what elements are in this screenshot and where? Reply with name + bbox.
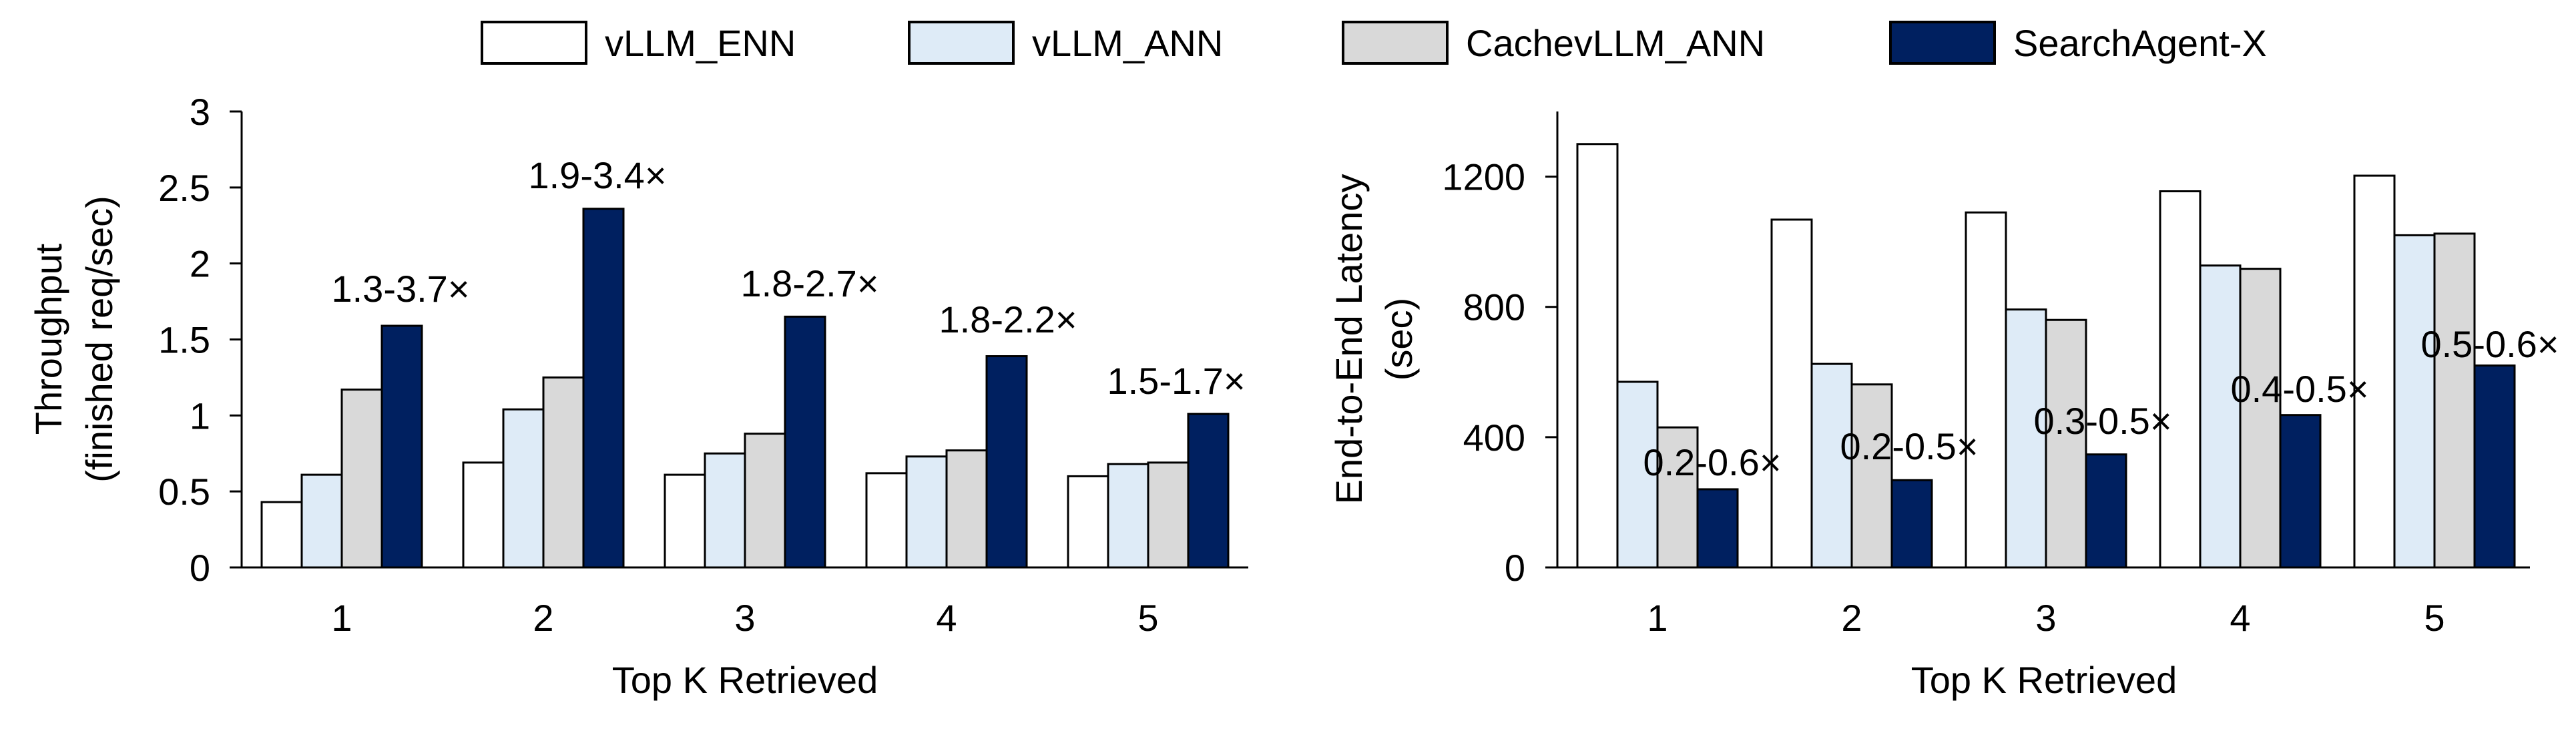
bar-cachevllm-ann-k4 (945, 449, 988, 569)
bar-vllm-enn-k1 (1576, 143, 1619, 569)
legend-swatch-cachevllm-ann (1342, 21, 1449, 65)
y-axis-label: End-to-End Latency (1328, 174, 1370, 505)
x-tick-label: 5 (1137, 597, 1158, 639)
bar-searchagent-x-k5 (2473, 364, 2516, 569)
y-tick-label: 800 (1463, 286, 1525, 328)
speedup-annotation: 0.3-0.5× (2033, 400, 2171, 442)
bar-vllm-ann-k4 (2199, 264, 2242, 569)
x-tick-label: 1 (331, 597, 352, 639)
legend-item-searchagent-x: SearchAgent-X (1889, 19, 2267, 67)
speedup-annotation: 0.2-0.5× (1840, 425, 1978, 467)
latency-chart: 0 400 800 1200 1 2 3 4 5 Top K Retrieved End-to-En… (1328, 111, 2559, 701)
y-tick-label: 3 (190, 91, 210, 133)
x-tick-label: 2 (533, 597, 553, 639)
y-tick-label: 1 (190, 395, 210, 437)
x-tick-label: 2 (1841, 597, 1862, 639)
bar-searchagent-x-k2 (582, 208, 625, 569)
bar-vllm-ann-k1 (300, 473, 343, 569)
speedup-annotation: 1.8-2.2× (939, 298, 1077, 340)
legend-swatch-searchagent-x (1889, 21, 1996, 65)
bar-vllm-enn-k2 (1770, 218, 1813, 569)
bar-vllm-ann-k5 (2393, 234, 2436, 569)
legend-item-vllm-ann: vLLM_ANN (908, 19, 1223, 67)
bar-cachevllm-ann-k2 (542, 376, 585, 569)
bar-searchagent-x-k5 (1187, 413, 1230, 569)
bar-searchagent-x-k3 (784, 315, 826, 569)
x-tick-label: 5 (2424, 597, 2444, 639)
bar-searchagent-x-k4 (2279, 414, 2322, 569)
bar-searchagent-x-k1 (1696, 488, 1739, 569)
y-tick-label: 1.5 (158, 319, 210, 361)
speedup-annotation: 1.9-3.4× (528, 154, 666, 196)
bar-vllm-enn-k3 (664, 473, 706, 569)
bar-searchagent-x-k1 (380, 324, 423, 569)
bar-vllm-ann-k3 (704, 452, 746, 569)
x-tick-label: 3 (2035, 597, 2056, 639)
speedup-annotation: 0.2-0.6× (1643, 441, 1781, 483)
bar-searchagent-x-k4 (985, 355, 1028, 569)
bar-vllm-enn-k2 (462, 461, 505, 569)
y-tick-label: 1200 (1442, 156, 1525, 198)
bar-vllm-enn-k3 (1965, 211, 2007, 569)
speedup-annotation: 1.3-3.7× (331, 268, 469, 310)
x-axis-label: Top K Retrieved (612, 659, 878, 701)
x-tick-label: 1 (1647, 597, 1667, 639)
legend: vLLM_ENN vLLM_ANN CachevLLM_ANN SearchAg… (0, 0, 2576, 87)
legend-label-vllm-ann: vLLM_ANN (1032, 21, 1224, 64)
throughput-chart: 0 0.5 1 1.5 2 2.5 3 1 2 3 4 5 Top K Retrieved Through… (27, 91, 1248, 701)
y-tick-label: 0.5 (158, 471, 210, 513)
y-axis-label: Throughput (27, 243, 69, 435)
bar-vllm-ann-k1 (1616, 381, 1659, 569)
y-axis-label: (sec) (1378, 298, 1420, 381)
bar-vllm-ann-k3 (2005, 308, 2047, 569)
bar-cachevllm-ann-k5 (1147, 461, 1190, 569)
bar-vllm-enn-k4 (2159, 190, 2202, 569)
bar-vllm-ann-k5 (1107, 463, 1149, 569)
legend-label-searchagent-x: SearchAgent-X (2013, 21, 2267, 64)
bar-cachevllm-ann-k2 (1850, 383, 1893, 569)
legend-swatch-vllm-enn (481, 21, 587, 65)
bar-vllm-enn-k4 (865, 472, 908, 569)
legend-item-cachevllm-ann: CachevLLM_ANN (1342, 19, 1765, 67)
x-tick-label: 4 (936, 597, 957, 639)
bar-vllm-ann-k4 (905, 455, 948, 569)
legend-swatch-vllm-ann (908, 21, 1015, 65)
bar-cachevllm-ann-k1 (340, 389, 383, 569)
bar-vllm-ann-k2 (502, 408, 545, 569)
x-tick-label: 3 (734, 597, 755, 639)
speedup-annotation: 0.4-0.5× (2230, 368, 2368, 410)
legend-label-cachevllm-ann: CachevLLM_ANN (1466, 21, 1766, 64)
y-tick-label: 0 (1505, 547, 1525, 589)
y-tick-label: 2.5 (158, 167, 210, 209)
legend-label-vllm-enn: vLLM_ENN (605, 21, 796, 64)
bar-vllm-enn-k1 (260, 501, 303, 569)
bar-searchagent-x-k3 (2085, 453, 2127, 569)
y-tick-label: 400 (1463, 417, 1525, 459)
bar-cachevllm-ann-k3 (2045, 318, 2087, 569)
legend-item-vllm-enn: vLLM_ENN (481, 19, 796, 67)
bar-cachevllm-ann-k4 (2239, 268, 2282, 569)
speedup-annotation: 1.5-1.7× (1107, 360, 1245, 402)
speedup-annotation: 0.5-0.6× (2420, 323, 2559, 365)
x-axis-label: Top K Retrieved (1911, 659, 2177, 701)
bar-cachevllm-ann-k3 (744, 433, 786, 569)
speedup-annotation: 1.8-2.7× (740, 262, 878, 304)
bar-searchagent-x-k2 (1890, 479, 1933, 569)
bar-cachevllm-ann-k5 (2433, 232, 2476, 569)
y-tick-label: 2 (190, 243, 210, 285)
y-tick-label: 0 (190, 547, 210, 589)
bar-vllm-enn-k5 (1067, 475, 1109, 569)
y-axis-label: (finished req/sec) (78, 196, 120, 483)
x-tick-label: 4 (2230, 597, 2250, 639)
